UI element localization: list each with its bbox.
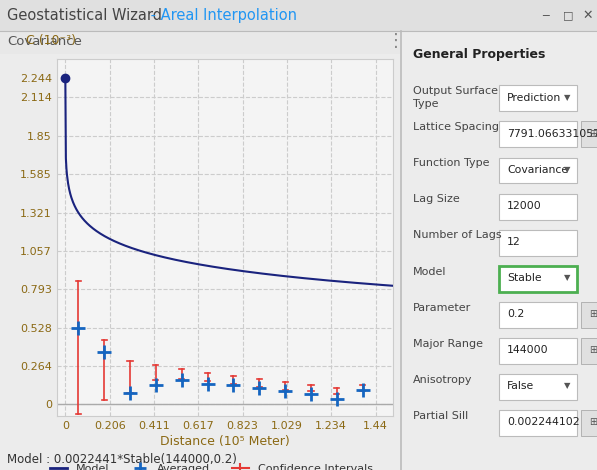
FancyBboxPatch shape <box>499 266 577 291</box>
FancyBboxPatch shape <box>581 338 597 364</box>
Text: 12000: 12000 <box>507 201 541 211</box>
Legend: Model, Averaged, Confidence Intervals: Model, Averaged, Confidence Intervals <box>45 459 377 470</box>
Text: ⊞: ⊞ <box>589 417 597 427</box>
Text: ▼: ▼ <box>564 382 570 391</box>
FancyBboxPatch shape <box>581 122 597 148</box>
Text: Number of Lags: Number of Lags <box>413 230 501 241</box>
Text: ▼: ▼ <box>564 165 570 174</box>
Text: Geostatistical Wizard: Geostatistical Wizard <box>7 8 162 23</box>
Text: Lattice Spacing: Lattice Spacing <box>413 122 499 133</box>
Text: ▼: ▼ <box>564 93 570 102</box>
Text: Partial Sill: Partial Sill <box>413 411 468 421</box>
Text: Major Range: Major Range <box>413 338 483 349</box>
FancyBboxPatch shape <box>499 157 577 183</box>
FancyBboxPatch shape <box>581 410 597 436</box>
Text: ⋮: ⋮ <box>387 32 405 50</box>
Text: 0.2: 0.2 <box>507 309 524 319</box>
FancyBboxPatch shape <box>499 86 577 111</box>
Text: 12: 12 <box>507 237 521 247</box>
Text: ⊞: ⊞ <box>589 309 597 319</box>
FancyBboxPatch shape <box>499 374 577 400</box>
Text: General Properties: General Properties <box>413 48 545 61</box>
Text: □: □ <box>563 10 574 21</box>
Text: 144000: 144000 <box>507 345 549 355</box>
FancyBboxPatch shape <box>0 0 597 31</box>
Text: Stable: Stable <box>507 273 541 283</box>
FancyBboxPatch shape <box>499 338 577 364</box>
Text: Covariance: Covariance <box>507 164 568 175</box>
Text: - Areal Interpolation: - Areal Interpolation <box>146 8 297 23</box>
Text: 0.002244102: 0.002244102 <box>507 417 580 427</box>
Text: Lag Size: Lag Size <box>413 195 460 204</box>
Text: False: False <box>507 381 534 391</box>
Text: 7791.066331057: 7791.066331057 <box>507 129 597 139</box>
Text: Model : 0.0022441*Stable(144000,0.2): Model : 0.0022441*Stable(144000,0.2) <box>7 453 237 466</box>
Text: Function Type: Function Type <box>413 158 490 168</box>
FancyBboxPatch shape <box>499 302 577 328</box>
Text: Parameter: Parameter <box>413 303 471 313</box>
Text: ✕: ✕ <box>582 9 593 22</box>
FancyBboxPatch shape <box>499 410 577 436</box>
Text: Covariance: Covariance <box>7 35 82 48</box>
Text: C (10⁻³): C (10⁻³) <box>26 34 76 47</box>
Text: ─: ─ <box>542 10 549 21</box>
FancyBboxPatch shape <box>499 230 577 256</box>
Text: Output Surface
Type: Output Surface Type <box>413 86 498 109</box>
Text: Model: Model <box>413 266 447 276</box>
Text: Prediction: Prediction <box>507 93 561 102</box>
Text: Anisotropy: Anisotropy <box>413 375 472 384</box>
Text: ⊞: ⊞ <box>589 345 597 355</box>
FancyBboxPatch shape <box>499 122 577 148</box>
X-axis label: Distance (10⁵ Meter): Distance (10⁵ Meter) <box>160 435 290 448</box>
Text: ▼: ▼ <box>564 274 570 282</box>
FancyBboxPatch shape <box>499 194 577 219</box>
FancyBboxPatch shape <box>581 302 597 328</box>
Text: ⊞: ⊞ <box>589 129 597 139</box>
FancyBboxPatch shape <box>0 31 400 54</box>
